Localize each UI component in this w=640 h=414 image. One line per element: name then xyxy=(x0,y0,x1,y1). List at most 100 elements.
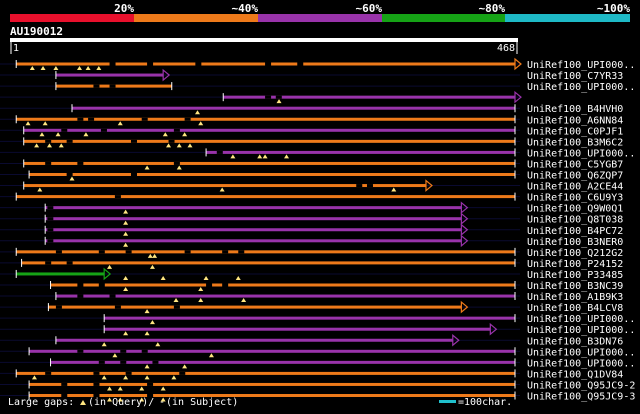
hit-label[interactable]: UniRef100_Q9W0Q1 xyxy=(527,204,623,215)
hit-label[interactable]: UniRef100_Q1DV84 xyxy=(527,369,623,380)
subject-gap xyxy=(98,250,105,254)
hit-alignment-bar[interactable] xyxy=(23,184,426,188)
hit-row[interactable]: UniRef100_Q95JC9-2 xyxy=(0,380,635,391)
hit-label[interactable]: UniRef100_B3NER0 xyxy=(527,237,623,248)
hit-alignment-bar[interactable] xyxy=(29,173,515,176)
hit-alignment-bar[interactable] xyxy=(23,161,515,165)
hit-label[interactable]: UniRef100_UPI000.. xyxy=(527,358,635,369)
hit-row[interactable]: UniRef100_B3M6C2 xyxy=(0,137,623,148)
query-gap-triangle-icon xyxy=(235,275,241,280)
hit-row[interactable]: UniRef100_C6U9Y3 xyxy=(0,192,623,204)
hit-label[interactable]: UniRef100_P33485 xyxy=(527,270,623,281)
hit-alignment-bar[interactable] xyxy=(16,195,515,199)
hit-row[interactable]: UniRef100_B3NC39 xyxy=(0,281,623,292)
hit-alignment-bar[interactable] xyxy=(55,73,164,77)
hit-label[interactable]: UniRef100_P24152 xyxy=(527,259,623,270)
hit-alignment-bar[interactable] xyxy=(55,294,516,298)
hit-row[interactable] xyxy=(0,90,522,104)
query-gap-triangle-icon xyxy=(96,66,102,70)
hit-alignment-bar[interactable] xyxy=(16,371,515,375)
hit-row[interactable]: UniRef100_P33485 xyxy=(0,267,623,281)
hit-alignment-bar[interactable] xyxy=(29,394,515,397)
hit-row[interactable]: UniRef100_Q6ZQP7 xyxy=(0,170,623,182)
hit-label[interactable]: UniRef100_UPI000.. xyxy=(527,347,635,358)
hit-alignment-bar[interactable] xyxy=(29,349,515,353)
subject-gap xyxy=(125,371,132,375)
hit-alignment-bar[interactable] xyxy=(50,283,516,287)
subject-gap xyxy=(77,161,84,165)
hit-alignment-bar[interactable] xyxy=(29,382,515,386)
hit-label[interactable]: UniRef100_B3NC39 xyxy=(527,281,623,292)
hit-alignment-bar[interactable] xyxy=(48,305,462,309)
hit-label[interactable]: UniRef100_A1B9K3 xyxy=(527,292,623,303)
hit-row[interactable]: UniRef100_Q212G2 xyxy=(0,247,623,259)
hit-label[interactable]: UniRef100_A6NN84 xyxy=(527,115,623,126)
hit-alignment-bar[interactable] xyxy=(23,128,515,132)
hit-row[interactable]: UniRef100_B3DN76 xyxy=(0,333,623,347)
hit-label[interactable]: UniRef100_C7YR33 xyxy=(527,71,623,82)
hit-label[interactable]: UniRef100_A2CE44 xyxy=(527,182,623,193)
hit-row[interactable]: UniRef100_UPI000.. xyxy=(0,148,635,159)
hit-label[interactable]: UniRef100_C6U9Y3 xyxy=(527,193,623,204)
hit-alignment-bar[interactable] xyxy=(50,360,516,364)
hit-label[interactable]: UniRef100_UPI000.. xyxy=(527,60,635,71)
hit-row[interactable]: UniRef100_C5YGB7 xyxy=(0,159,623,170)
hit-row[interactable]: UniRef100_C0PJF1 xyxy=(0,126,623,137)
query-gap-triangle-icon xyxy=(152,253,158,258)
hit-alignment-bar[interactable] xyxy=(21,261,515,265)
hit-label[interactable]: UniRef100_Q95JC9-2 xyxy=(527,380,635,391)
hit-row[interactable]: UniRef100_B4PC72 xyxy=(0,223,623,237)
hit-alignment-bar[interactable] xyxy=(104,327,491,331)
hit-label[interactable]: UniRef100_B4PC72 xyxy=(527,226,623,237)
hit-row[interactable]: UniRef100_UPI000.. xyxy=(0,358,635,369)
hit-row[interactable]: UniRef100_P24152 xyxy=(0,258,623,270)
hit-row[interactable]: UniRef100_UPI000.. xyxy=(0,314,635,325)
hit-row[interactable]: UniRef100_UPI000.. xyxy=(0,322,635,336)
query-gap-triangle-icon xyxy=(31,375,37,380)
hit-label[interactable]: UniRef100_Q212G2 xyxy=(527,248,623,259)
hit-row[interactable]: UniRef100_Q8T038 xyxy=(0,212,623,226)
hit-label[interactable]: UniRef100_B4HVH0 xyxy=(527,104,623,115)
hit-alignment-bar[interactable] xyxy=(223,95,515,99)
hit-alignment-bar[interactable] xyxy=(16,117,515,121)
subject-gap xyxy=(141,349,148,353)
hit-label[interactable]: UniRef100_Q8T038 xyxy=(527,215,623,226)
hit-label[interactable]: UniRef100_Q6ZQP7 xyxy=(527,171,623,182)
hit-label[interactable]: UniRef100_C5YGB7 xyxy=(527,159,623,170)
hit-alignment-bar[interactable] xyxy=(45,228,462,232)
hit-label[interactable]: UniRef100_B3M6C2 xyxy=(527,137,623,148)
hit-row[interactable]: UniRef100_Q9W0Q1 xyxy=(0,201,623,215)
hit-alignment-bar[interactable] xyxy=(206,150,516,154)
hit-label[interactable]: UniRef100_Q95JC9-3 xyxy=(527,392,635,403)
hit-alignment-bar[interactable] xyxy=(104,316,515,320)
query-gap-triangle-icon xyxy=(107,386,113,391)
hit-alignment-bar[interactable] xyxy=(55,338,453,342)
hit-alignment-bar[interactable] xyxy=(71,106,515,110)
hit-row[interactable]: UniRef100_A2CE44 xyxy=(0,179,623,193)
hit-alignment-bar[interactable] xyxy=(45,239,462,243)
hit-label[interactable]: UniRef100_UPI000.. xyxy=(527,148,635,159)
hit-label[interactable]: UniRef100_UPI000.. xyxy=(527,325,635,336)
hit-alignment-bar[interactable] xyxy=(23,139,515,143)
hit-label[interactable]: UniRef100_UPI000.. xyxy=(527,314,635,325)
hit-label[interactable]: UniRef100_C0PJF1 xyxy=(527,126,623,137)
hit-alignment-bar[interactable] xyxy=(16,250,515,254)
hit-label[interactable]: UniRef100_B4LCV8 xyxy=(527,303,623,314)
hit-row[interactable]: UniRef100_A6NN84 xyxy=(0,115,623,126)
hit-row[interactable]: UniRef100_UPI000.. xyxy=(0,57,635,71)
hit-row[interactable]: UniRef100_Q1DV84 xyxy=(0,369,623,380)
hit-row[interactable]: UniRef100_B3NER0 xyxy=(0,234,623,248)
hit-row[interactable]: UniRef100_C7YR33 xyxy=(0,68,623,82)
hit-row[interactable]: UniRef100_UPI000.. xyxy=(0,347,635,358)
query-gap-triangle-icon xyxy=(198,121,204,126)
hit-row[interactable]: UniRef100_A1B9K3 xyxy=(0,292,623,303)
hit-row[interactable]: UniRef100_B4LCV8 xyxy=(0,300,623,314)
hit-alignment-bar[interactable] xyxy=(45,217,462,221)
hit-row[interactable]: UniRef100_UPI000.. xyxy=(0,82,635,93)
hit-row[interactable]: UniRef100_B4HVH0 xyxy=(0,104,623,115)
hit-alignment-bar[interactable] xyxy=(45,206,462,210)
hit-label[interactable]: UniRef100_UPI000.. xyxy=(527,82,635,93)
hit-alignment-bar[interactable] xyxy=(16,272,105,276)
hit-row[interactable]: UniRef100_Q95JC9-3 xyxy=(0,391,635,403)
hit-label[interactable]: UniRef100_B3DN76 xyxy=(527,336,623,347)
